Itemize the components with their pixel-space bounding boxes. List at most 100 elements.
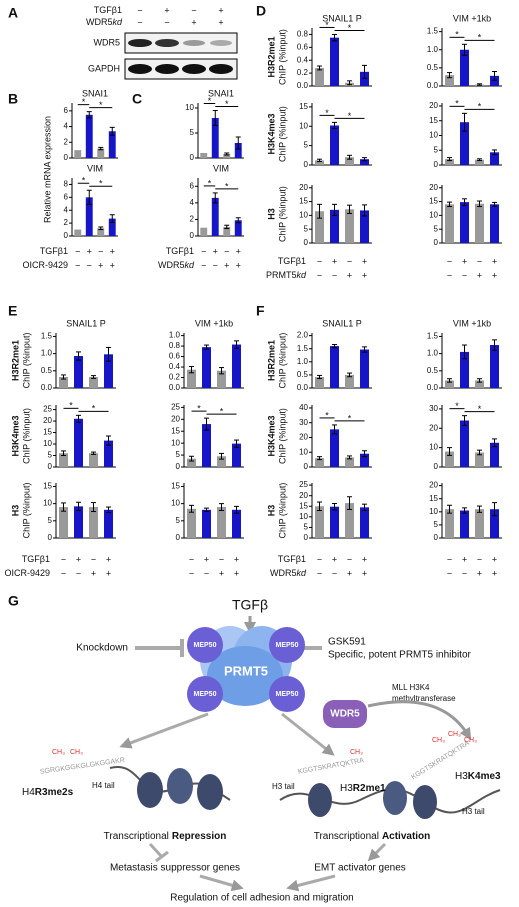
y-tick-label: 0 [304,238,309,247]
condition-sign: − [189,568,194,578]
y-axis-label: H3K4me3 [266,113,276,154]
bar [232,344,241,388]
bar [202,347,211,388]
y-tick-label: 25 [43,405,52,414]
methyl: CH₃ [70,749,83,756]
diagram: G TGFβ Knockdown GSK591 Specific, potent… [8,593,501,904]
bar [330,429,339,467]
y-tick-label: 0.6 [169,352,181,361]
activation: Transcriptional Activation [314,831,431,842]
y-tick-label: 20 [429,481,438,490]
bar [315,377,324,388]
significance-label: * [325,108,329,118]
bar [345,209,354,243]
bar [360,453,369,467]
condition-sign: − [201,260,206,270]
condition-sign: + [213,246,218,256]
y-tick-label: 0 [48,462,53,471]
condition-sign: + [234,554,239,564]
h4-sequence: SGRGKGGKGLGKGGAKR [40,757,126,776]
condition-sign: − [87,260,92,270]
condition-sign: − [317,270,322,280]
inhibitor-note: Specific, potent PRMT5 inhibitor [328,650,472,661]
suppressor-genes: Metastasis suppressor genes [110,863,240,874]
y-tick-label: 20 [429,423,438,432]
y-axis-label: ChIP (%input) [277,29,287,85]
condition-sign: + [98,260,103,270]
condition-sign: − [477,256,482,266]
y-tick-label: 10 [429,507,438,516]
repression-part: Repression [172,831,226,842]
condition-sign: + [492,554,497,564]
y-tick-label: 6 [64,192,69,201]
y-tick-label: 0.0 [297,383,309,392]
bar [234,220,242,236]
y-tick-label: 10 [429,210,438,219]
panel-label: A [8,5,18,21]
h4-tail: H4 tail [92,781,115,790]
condition-name-part: TGFβ1 [40,246,68,256]
condition-sign: + [91,568,96,578]
band [182,64,206,74]
y-tick-label: 8 [64,180,69,189]
y-tick-label: 20 [43,416,52,425]
mep50-label: MEP50 [194,691,217,698]
bar [345,457,354,467]
condition-sign: − [213,260,218,270]
bar [460,351,469,388]
condition-sign: − [462,568,467,578]
bar [232,509,241,538]
prmt5-label: PRMT5 [224,663,268,678]
y-tick-label: 2.0 [297,331,309,340]
y-tick-label: 10 [299,447,308,456]
condition-sign: − [447,554,452,564]
condition-sign: − [76,568,81,578]
arrow [367,700,472,741]
y-tick-label: 5 [190,128,195,137]
condition-sign: − [477,554,482,564]
bar [315,506,324,538]
y-tick-label: 15 [429,494,438,503]
bar [490,345,499,388]
band [128,39,152,47]
significance-label: * [69,401,73,411]
y-tick-label: 20 [171,414,180,423]
h4-mark-part: R3me2s [35,787,74,798]
methyl: CH₃ [52,749,65,756]
condition-sign: + [110,260,115,270]
condition-sign: + [362,270,367,280]
bar [360,349,369,388]
y-tick-label: 15 [299,102,308,111]
significance-label: * [225,99,229,109]
y-tick-label: 5 [434,224,439,233]
blot-frame [124,32,238,54]
repression-part: Transcriptional [104,831,169,842]
y-tick-label: 0 [434,238,439,247]
y-tick-label: 5 [304,523,309,532]
y-tick-label: 0 [176,462,181,471]
bar [223,226,231,236]
y-tick-label: 4 [64,122,69,131]
bar [202,424,211,467]
condition-sign: − [219,554,224,564]
condition-sign: + [164,5,169,15]
bar [211,118,219,158]
condition-sign: − [189,554,194,564]
bar [330,209,339,243]
inhibit-bar [155,850,169,863]
condition-name-part: kd [296,270,307,280]
condition-sign: − [347,256,352,266]
bar [232,443,241,467]
y-tick-label: 1.0 [297,357,309,366]
bar [187,458,196,467]
bar [360,71,369,86]
y-tick-label: 20 [429,183,438,192]
y-tick-label: 5 [434,520,439,529]
condition-name-part: TGFβ1 [22,554,50,564]
y-tick-label: 25 [299,480,308,489]
condition-sign: − [462,270,467,280]
bar [475,159,484,165]
significance-label: * [455,30,459,40]
significance-label: * [348,23,352,33]
